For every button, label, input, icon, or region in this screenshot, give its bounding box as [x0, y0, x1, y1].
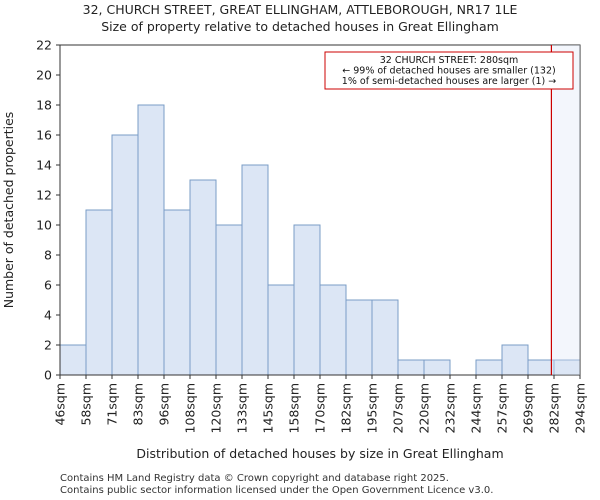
bar [397, 359, 425, 376]
bar [163, 209, 191, 376]
y-tick-label: 8 [44, 248, 52, 263]
bar [111, 134, 139, 376]
y-tick-label: 6 [44, 278, 52, 293]
y-tick-label: 18 [36, 98, 52, 113]
annotation-line: ← 99% of detached houses are smaller (13… [342, 66, 555, 77]
y-axis-title: Number of detached properties [1, 112, 16, 309]
bar [319, 284, 347, 376]
x-tick-label: 244sqm [469, 383, 484, 433]
bar [215, 224, 243, 376]
x-tick-label: 58sqm [79, 383, 94, 426]
x-tick-label: 71sqm [105, 383, 120, 426]
plot-frame [59, 44, 581, 376]
x-tick-label: 83sqm [131, 383, 146, 426]
chart-subtitle: Size of property relative to detached ho… [101, 19, 499, 34]
bar [371, 299, 399, 376]
footer-copyright: Contains HM Land Registry data © Crown c… [60, 473, 449, 484]
bar [189, 179, 217, 376]
bar [137, 104, 165, 376]
bar [501, 344, 529, 376]
bar [85, 209, 113, 376]
annotation-line: 32 CHURCH STREET: 280sqm [380, 55, 519, 66]
x-tick-label: 232sqm [443, 383, 458, 433]
bar [293, 224, 321, 376]
bar [423, 359, 451, 376]
y-tick-label: 14 [36, 158, 52, 173]
x-tick-label: 282sqm [547, 383, 562, 433]
chart: 0 2 4 6 8 10 12 14 16 18 20 22 46sqm 58sqm 71sqm 83sqm… [1, 38, 588, 462]
x-tick-label: 108sqm [183, 383, 198, 433]
x-tick-label: 182sqm [339, 383, 354, 433]
y-tick-label: 12 [36, 188, 52, 203]
y-tick-label: 10 [36, 218, 52, 233]
y-tick-label: 4 [44, 308, 52, 323]
footer-licence: Contains public sector information licen… [60, 485, 494, 496]
annotation-line: 1% of semi-detached houses are larger (1… [342, 76, 556, 87]
x-tick-label: 207sqm [391, 383, 406, 433]
x-tick-label: 158sqm [287, 383, 302, 433]
chart-title: 32, CHURCH STREET, GREAT ELLINGHAM, ATTL… [82, 2, 518, 17]
x-tick-label: 96sqm [157, 383, 172, 426]
x-tick-label: 294sqm [573, 383, 588, 433]
y-tick-label: 2 [44, 338, 52, 353]
highlight-region [551, 45, 580, 375]
y-tick-label: 16 [36, 128, 52, 143]
bar [475, 359, 503, 376]
bar [59, 344, 87, 376]
y-tick-label: 20 [36, 68, 52, 83]
x-axis-title: Distribution of detached houses by size … [136, 446, 503, 461]
x-tick-label: 195sqm [365, 383, 380, 433]
x-tick-label: 145sqm [261, 383, 276, 433]
x-tick-label: 170sqm [313, 383, 328, 433]
y-tick-label: 0 [44, 368, 52, 383]
x-tick-label: 120sqm [209, 383, 224, 433]
annotation-box [324, 51, 574, 90]
x-tick-label: 257sqm [495, 383, 510, 433]
y-tick-label: 22 [36, 38, 52, 53]
bar [345, 299, 373, 376]
x-tick-label: 220sqm [417, 383, 432, 433]
bar [241, 164, 269, 376]
x-tick-label: 46sqm [53, 383, 68, 426]
x-tick-label: 133sqm [235, 383, 250, 433]
bar [527, 359, 555, 376]
x-tick-label: 269sqm [521, 383, 536, 433]
bar [267, 284, 295, 376]
